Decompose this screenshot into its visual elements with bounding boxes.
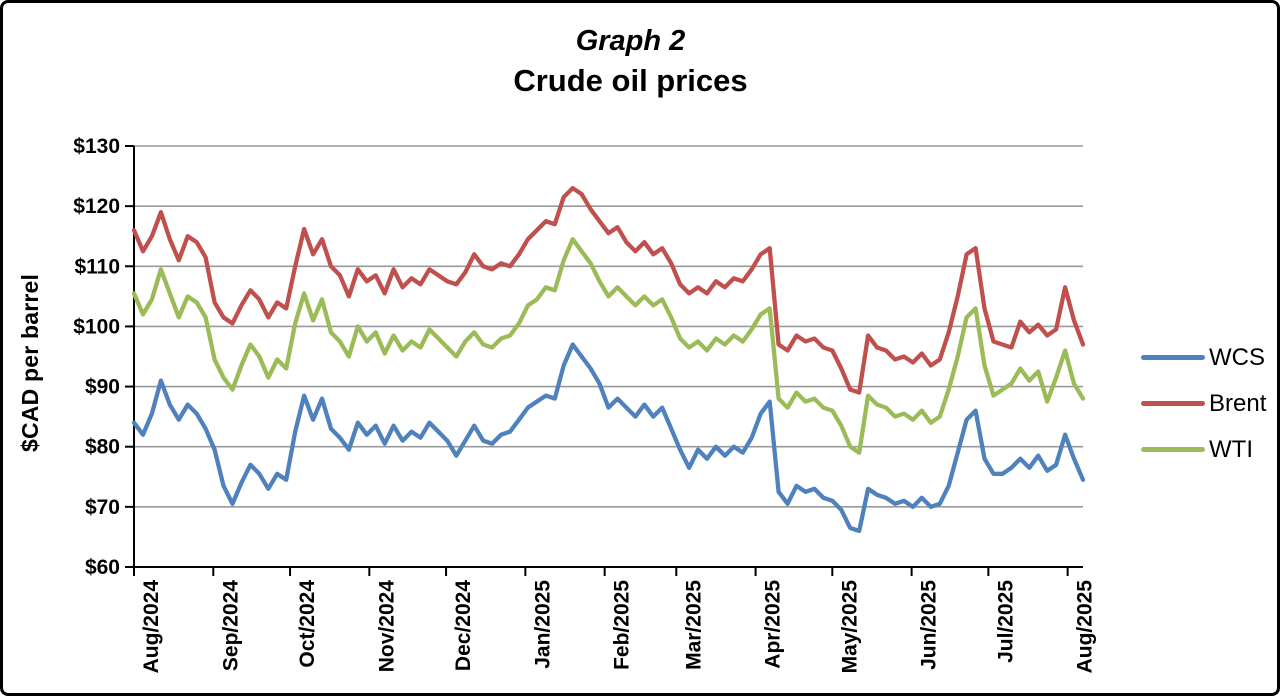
legend-item-wcs: WCS bbox=[1141, 344, 1266, 371]
axes bbox=[125, 145, 1083, 576]
y-tick-label: $110 bbox=[74, 255, 120, 278]
x-tick-label: May/2025 bbox=[838, 580, 861, 674]
x-tick-label: Aug/2024 bbox=[140, 580, 163, 674]
y-tick-label: $130 bbox=[73, 135, 120, 158]
chart-title-block: Graph 2 Crude oil prices bbox=[3, 25, 1258, 99]
y-tick-label: $100 bbox=[73, 315, 120, 338]
crude-oil-price-chart: $130 $120 $110 $100 $90 $80 $70 $60 Aug/2024 Sep/… bbox=[73, 135, 1097, 674]
wcs-line-swatch bbox=[1141, 355, 1205, 360]
legend-item-wti: WTI bbox=[1141, 436, 1266, 463]
x-tick-label: Aug/2025 bbox=[1074, 580, 1097, 674]
y-tick-label: $120 bbox=[73, 195, 120, 218]
chart-title: Graph 2 bbox=[575, 25, 686, 57]
brent-line-swatch bbox=[1141, 401, 1205, 406]
x-tick-label: Jan/2025 bbox=[531, 580, 554, 669]
x-tick-label: Dec/2024 bbox=[452, 580, 475, 671]
x-tick-label: Apr/2025 bbox=[762, 580, 785, 669]
legend-item-brent: Brent bbox=[1141, 390, 1266, 417]
x-tick-label: Feb/2025 bbox=[611, 580, 634, 670]
x-tick-label: Nov/2024 bbox=[375, 580, 398, 673]
x-tick-label: Jun/2025 bbox=[918, 580, 941, 670]
y-tick-labels: $130 $120 $110 $100 $90 $80 $70 $60 bbox=[73, 135, 120, 579]
y-tick-label: $60 bbox=[85, 556, 120, 579]
x-tick-label: Sep/2024 bbox=[219, 580, 242, 671]
series-lines bbox=[131, 185, 1086, 534]
series-line-wcs bbox=[131, 342, 1086, 534]
legend-label-brent: Brent bbox=[1209, 389, 1267, 417]
x-tick-label: Mar/2025 bbox=[682, 580, 705, 670]
y-tick-label: $70 bbox=[85, 496, 120, 519]
chart-subtitle: Crude oil prices bbox=[513, 63, 748, 99]
x-tick-label: Jul/2025 bbox=[994, 580, 1017, 663]
legend: WCS Brent WTI bbox=[1141, 344, 1266, 463]
y-tick-label: $80 bbox=[85, 436, 120, 459]
x-tick-labels: Aug/2024 Sep/2024 Oct/2024 Nov/2024 Dec/2024… bbox=[140, 580, 1097, 674]
wti-line-swatch bbox=[1141, 447, 1205, 452]
x-tick-label: Oct/2024 bbox=[296, 580, 319, 668]
y-tick-label: $90 bbox=[85, 376, 120, 399]
legend-label-wti: WTI bbox=[1209, 435, 1253, 463]
legend-label-wcs: WCS bbox=[1209, 343, 1265, 371]
series-line-wti bbox=[131, 237, 1086, 455]
series-line-brent bbox=[131, 185, 1086, 395]
